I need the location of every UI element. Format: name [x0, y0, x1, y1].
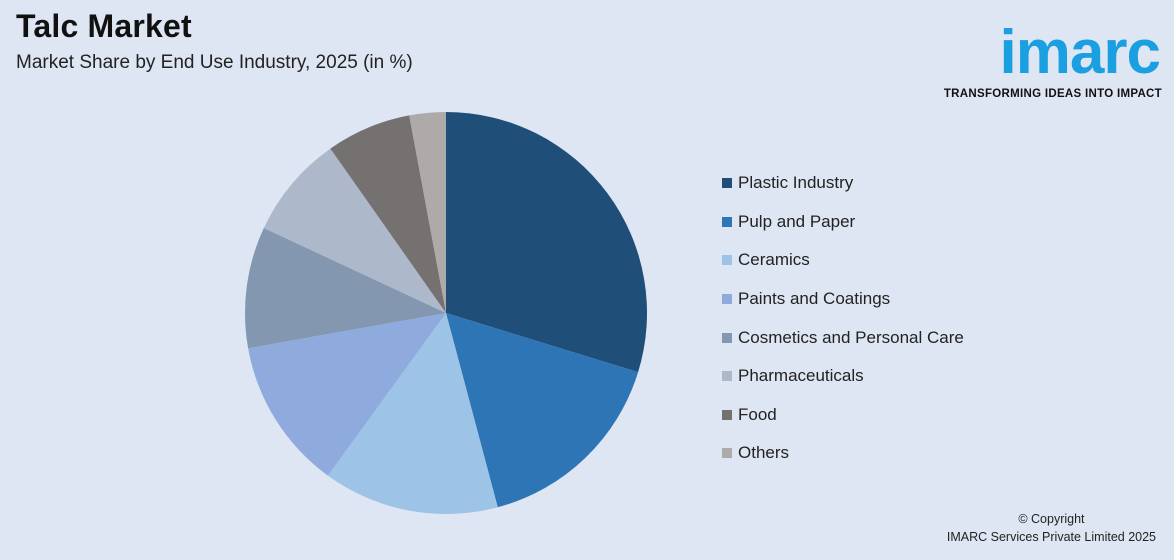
legend-swatch	[722, 216, 732, 227]
legend-label: Others	[738, 443, 790, 463]
pie-slice-ceramics	[327, 313, 498, 514]
pie-slice-others	[409, 112, 446, 313]
company-line: IMARC Services Private Limited 2025	[946, 530, 1156, 544]
legend-label: Plastic Industry	[738, 173, 854, 193]
copyright-line: © Copyright	[1018, 512, 1085, 526]
pie-slice-cosmetics-and-personal-care	[244, 227, 446, 349]
legend-item-pharmaceuticals: Pharmaceuticals	[722, 357, 964, 396]
chart-subtitle: Market Share by End Use Industry, 2025 (…	[16, 52, 413, 73]
pie-slice-plastic-industry	[446, 112, 647, 373]
legend-label: Cosmetics and Personal Care	[738, 327, 964, 347]
legend-item-others: Others	[722, 434, 964, 473]
pie-slice-pharmaceuticals	[263, 148, 446, 313]
legend-item-pulp-and-paper: Pulp and Paper	[722, 203, 964, 242]
logo-wordmark: imarc	[999, 18, 1161, 87]
imarc-logo: imarc TRANSFORMING IDEAS INTO IMPACT	[932, 6, 1162, 106]
pie-slice-pulp-and-paper	[446, 313, 639, 508]
legend-label: Food	[738, 404, 777, 424]
legend-swatch	[722, 371, 732, 382]
legend-item-food: Food	[722, 396, 964, 435]
legend-swatch	[722, 178, 732, 189]
logo-tagline: TRANSFORMING IDEAS INTO IMPACT	[943, 88, 1162, 100]
chart-title: Talc Market	[16, 8, 192, 44]
legend-label: Ceramics	[738, 250, 810, 270]
pie-slice-paints-and-coatings	[248, 313, 446, 476]
legend-swatch	[722, 448, 732, 459]
pie-slice-food	[330, 115, 446, 313]
legend-item-plastic-industry: Plastic Industry	[722, 164, 964, 203]
legend-label: Pulp and Paper	[738, 211, 856, 231]
legend-swatch	[722, 332, 732, 343]
legend-item-cosmetics-and-personal-care: Cosmetics and Personal Care	[722, 318, 964, 357]
copyright-footer: © Copyright IMARC Services Private Limit…	[947, 510, 1156, 546]
legend-item-ceramics: Ceramics	[722, 241, 964, 280]
chart-legend: Plastic Industry Pulp and Paper Ceramics Pa…	[722, 164, 964, 473]
legend-item-paints-and-coatings: Paints and Coatings	[722, 280, 964, 319]
legend-label: Pharmaceuticals	[738, 366, 864, 386]
legend-swatch	[722, 294, 732, 305]
legend-swatch	[722, 409, 732, 420]
legend-label: Paints and Coatings	[738, 289, 891, 309]
legend-swatch	[722, 255, 732, 266]
